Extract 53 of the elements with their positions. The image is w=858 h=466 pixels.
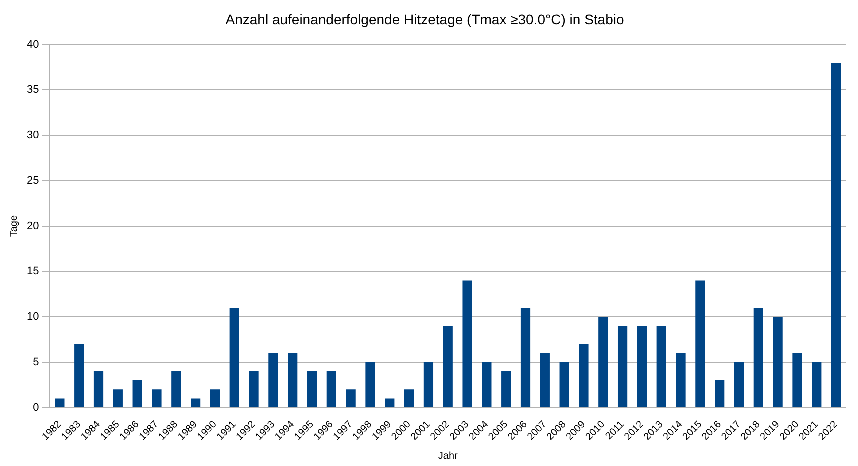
bar	[831, 62, 842, 408]
bar	[696, 280, 706, 408]
y-tick-label: 25	[26, 174, 40, 187]
bar	[618, 326, 628, 408]
bar	[792, 353, 802, 408]
x-axis-title: Jahr	[438, 450, 459, 462]
bar	[540, 353, 550, 408]
bar	[288, 353, 298, 408]
bar	[676, 353, 686, 408]
bar	[462, 280, 472, 408]
bar	[230, 308, 240, 408]
chart-title: Anzahl aufeinanderfolgende Hitzetage (Tmax ≥30.0°C) in Stabio	[226, 11, 624, 28]
bar	[404, 390, 414, 408]
bar	[74, 344, 84, 408]
bar	[502, 371, 512, 408]
bar	[132, 380, 142, 408]
y-axis-title: Tage	[8, 215, 20, 238]
y-tick-label: 30	[26, 130, 40, 142]
bar	[812, 362, 822, 408]
bar	[366, 362, 376, 408]
bar	[385, 398, 395, 408]
bar	[637, 326, 648, 408]
bar	[560, 362, 570, 408]
y-tick-label: 15	[26, 266, 40, 278]
bar	[656, 326, 666, 408]
bar	[424, 362, 434, 408]
bar	[210, 390, 220, 408]
bar	[579, 344, 589, 408]
bar	[734, 362, 744, 408]
bar	[715, 380, 725, 408]
bar	[191, 398, 201, 408]
bar	[773, 317, 783, 408]
bar	[754, 308, 764, 408]
bar	[172, 371, 182, 408]
bar	[482, 362, 492, 408]
y-tick-label: 35	[26, 84, 40, 96]
bar	[326, 371, 336, 408]
bar	[113, 390, 123, 408]
y-tick-label: 5	[33, 356, 40, 368]
bar	[307, 371, 318, 408]
bar	[249, 371, 259, 408]
y-tick-label: 40	[26, 38, 40, 51]
bar	[152, 390, 162, 408]
bar	[55, 398, 65, 408]
bar	[346, 390, 356, 408]
y-tick-label: 20	[26, 220, 40, 232]
bar	[520, 308, 531, 408]
y-tick-label: 10	[26, 311, 40, 324]
bar	[94, 371, 104, 408]
bar	[268, 353, 278, 408]
y-tick-label: 0	[33, 402, 40, 414]
bar	[443, 326, 453, 408]
bar	[598, 317, 608, 408]
